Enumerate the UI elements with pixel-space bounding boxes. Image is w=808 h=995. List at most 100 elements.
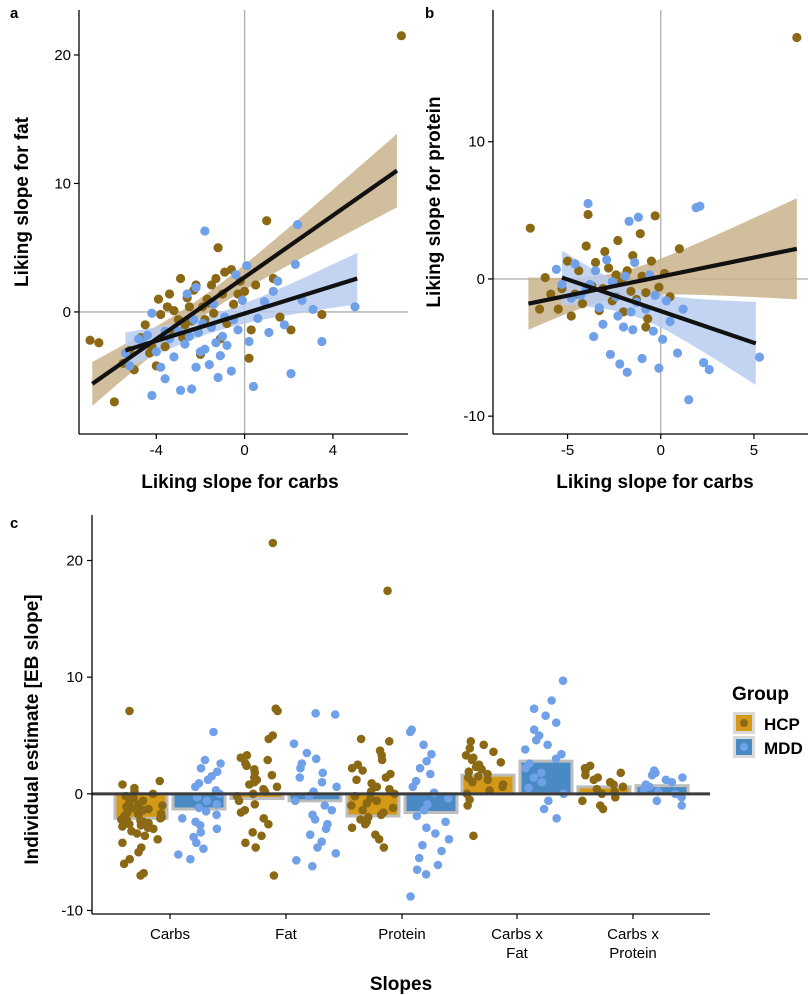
jitter-point-hcp-2-11 — [388, 803, 398, 813]
jitter-point-mdd-4-0 — [677, 801, 687, 810]
jitter-point-hcp-2-25 — [358, 766, 367, 775]
panel-b-y-tick-label-2: 10 — [468, 134, 485, 151]
panel-a-y-axis-title: Liking slope for fat — [12, 116, 33, 287]
panel-b-point-hcp-14 — [590, 257, 601, 268]
jitter-point-hcp-3-22 — [479, 740, 489, 750]
jitter-point-mdd-3-12 — [520, 745, 530, 754]
jitter-point-mdd-3-17 — [551, 718, 561, 727]
jitter-point-hcp-3-12 — [464, 767, 474, 776]
panel-b-point-mdd-19 — [620, 271, 630, 281]
panel-b-point-mdd-36 — [678, 304, 688, 314]
panel-b-point-hcp-10 — [577, 299, 588, 309]
jitter-point-hcp-0-44 — [125, 706, 134, 716]
panel-a-point-mdd-48 — [279, 320, 289, 330]
panel-b-point-mdd-6 — [583, 198, 593, 209]
panel-a-point-mdd-25 — [200, 344, 210, 354]
panel-b-point-mdd-23 — [630, 257, 640, 268]
jitter-point-mdd-2-7 — [444, 835, 454, 844]
panel-c-x-tick-label-0: Carbs — [150, 926, 190, 943]
panel-a-point-mdd-44 — [259, 297, 270, 307]
panel-a-point-hcp-7 — [140, 320, 150, 330]
panel-a-point-mdd-30 — [213, 372, 223, 383]
panel-a-point-mdd-19 — [189, 315, 199, 325]
panel-b-point-hcp-6 — [562, 256, 573, 266]
jitter-point-mdd-1-15 — [332, 782, 341, 792]
panel-a-point-hcp-12 — [156, 309, 166, 320]
panel-b-point-mdd-20 — [622, 367, 632, 377]
panel-b-point-mdd-12 — [602, 255, 612, 265]
panel-b-point-mdd-21 — [626, 307, 636, 317]
jitter-point-hcp-4-7 — [618, 782, 628, 792]
jitter-point-hcp-1-20 — [267, 770, 277, 780]
panel-a-point-mdd-52 — [308, 304, 318, 314]
jitter-point-mdd-3-15 — [534, 731, 544, 740]
jitter-point-mdd-1-4 — [317, 837, 327, 846]
panel-b-y-axis-title: Liking slope for protein — [424, 96, 445, 307]
jitter-point-hcp-2-0 — [379, 843, 389, 852]
panel-b-point-hcp-30 — [641, 288, 651, 298]
panel-a-point-mdd-47 — [273, 276, 283, 286]
panel-c-x-axis-title: Slopes — [370, 974, 432, 995]
jitter-point-hcp-3-11 — [483, 769, 492, 779]
jitter-point-hcp-4-1 — [595, 801, 605, 810]
jitter-point-mdd-4-7 — [641, 780, 651, 789]
panel-c-y-tick-label-1: 0 — [75, 786, 83, 803]
jitter-point-hcp-3-21 — [465, 744, 475, 753]
panel-a-point-mdd-40 — [242, 261, 252, 271]
panel-b-fit-line-mdd — [561, 275, 757, 346]
jitter-point-mdd-2-14 — [444, 794, 453, 803]
panel-a-point-hcp-13 — [160, 342, 170, 352]
jitter-point-mdd-1-21 — [311, 754, 321, 764]
panel-b-point-mdd-34 — [665, 316, 675, 327]
panel-b-point-mdd-22 — [628, 325, 638, 335]
jitter-point-hcp-0-5 — [136, 843, 146, 852]
jitter-point-mdd-3-5 — [537, 777, 547, 787]
panel-c-letter: c — [10, 515, 18, 532]
jitter-point-mdd-3-18 — [541, 711, 550, 720]
jitter-point-mdd-1-20 — [297, 759, 307, 768]
panel-b-point-mdd-10 — [594, 303, 604, 313]
panel-a-point-hcp-15 — [164, 289, 175, 299]
panel-a-point-mdd-1 — [125, 361, 135, 371]
panel-a-point-hcp-54 — [396, 31, 406, 41]
jitter-point-mdd-3-0 — [552, 814, 561, 823]
panel-b-point-mdd-1 — [557, 279, 567, 290]
panel-a-point-hcp-1 — [94, 338, 104, 348]
panel-a-fit-line-mdd — [124, 276, 358, 353]
panel-b-point-hcp-12 — [583, 209, 593, 220]
jitter-point-mdd-0-26 — [209, 727, 218, 737]
panel-a-point-mdd-18 — [187, 384, 197, 394]
panel-b-point-mdd-41 — [704, 364, 714, 375]
panel-a-point-mdd-20 — [191, 362, 201, 372]
panel-b-point-hcp-21 — [613, 235, 623, 246]
panel-a-point-hcp-23 — [184, 302, 195, 312]
jitter-point-hcp-1-15 — [272, 782, 282, 792]
jitter-point-hcp-2-9 — [379, 808, 388, 817]
panel-b-point-mdd-29 — [648, 326, 658, 336]
jitter-point-mdd-1-5 — [305, 830, 315, 839]
jitter-point-hcp-0-1 — [139, 868, 148, 878]
jitter-point-hcp-0-43 — [155, 776, 165, 786]
panel-a-point-mdd-10 — [160, 374, 170, 384]
jitter-point-mdd-0-0 — [186, 854, 195, 864]
panel-a-x-tick-label-0: -4 — [150, 442, 163, 459]
jitter-point-mdd-0-11 — [201, 807, 211, 816]
jitter-point-hcp-0-7 — [153, 835, 162, 844]
panel-a-point-hcp-51 — [275, 312, 285, 322]
jitter-point-hcp-2-6 — [356, 815, 365, 824]
jitter-point-mdd-3-20 — [547, 696, 556, 705]
jitter-point-hcp-4-9 — [605, 777, 615, 787]
jitter-point-mdd-3-9 — [525, 759, 534, 768]
panel-a-point-mdd-17 — [184, 331, 195, 341]
jitter-point-mdd-1-16 — [317, 777, 327, 787]
jitter-point-mdd-0-10 — [212, 810, 221, 820]
panel-c-x-tick-label-1: Fat — [275, 926, 298, 943]
panel-b-point-mdd-11 — [598, 319, 608, 329]
panel-c-y-axis-title: Individual estimate [EB slope] — [22, 594, 43, 864]
jitter-point-hcp-1-27 — [242, 751, 252, 760]
jitter-point-hcp-1-4 — [248, 828, 257, 837]
jitter-point-hcp-3-15 — [474, 760, 484, 769]
legend-title: Group — [732, 684, 789, 705]
jitter-point-mdd-1-9 — [308, 810, 317, 820]
panel-a-point-mdd-12 — [169, 352, 179, 362]
